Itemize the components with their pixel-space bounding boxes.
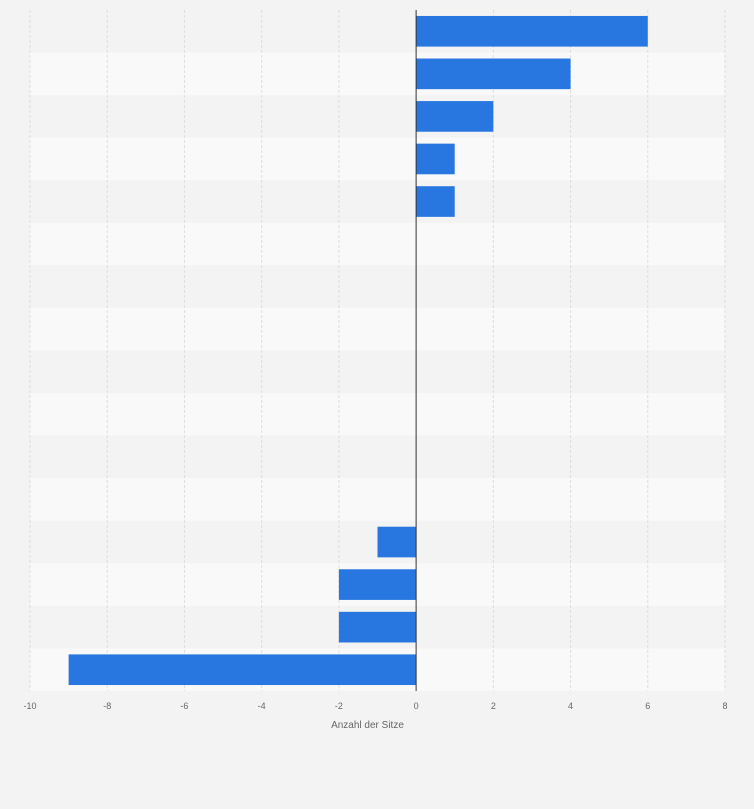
bar xyxy=(68,654,417,686)
bar xyxy=(338,611,417,643)
row-band xyxy=(30,222,725,266)
x-axis-title: Anzahl der Sitze xyxy=(331,720,404,731)
row-band xyxy=(30,350,725,394)
row-band xyxy=(30,95,725,138)
bar xyxy=(416,58,571,90)
row-band xyxy=(30,435,725,479)
row-band xyxy=(30,478,725,521)
row-band xyxy=(30,393,725,436)
x-tick-label: 4 xyxy=(568,701,573,711)
row-band xyxy=(30,137,725,181)
x-tick-label: -8 xyxy=(103,701,111,711)
x-tick-label: -2 xyxy=(335,701,343,711)
grid-lines xyxy=(29,10,726,691)
x-tick-label: -10 xyxy=(23,701,36,711)
row-band xyxy=(30,265,725,308)
x-tick-labels: -10 -8 -6 -4 -2 0 2 4 6 8 xyxy=(23,701,727,711)
bars xyxy=(68,15,648,686)
x-tick-label: -6 xyxy=(180,701,188,711)
x-tick-label: -4 xyxy=(258,701,266,711)
x-tick-label: 2 xyxy=(491,701,496,711)
bar xyxy=(416,143,455,175)
x-tick-label: 0 xyxy=(414,701,419,711)
row-band xyxy=(30,180,725,223)
bar xyxy=(377,526,417,558)
bar xyxy=(338,569,417,600)
bar xyxy=(416,186,455,217)
row-band xyxy=(30,52,725,96)
x-tick-label: 8 xyxy=(722,701,727,711)
bar xyxy=(416,15,648,47)
bar xyxy=(416,101,494,132)
row-band xyxy=(30,307,725,351)
x-tick-label: 6 xyxy=(645,701,650,711)
